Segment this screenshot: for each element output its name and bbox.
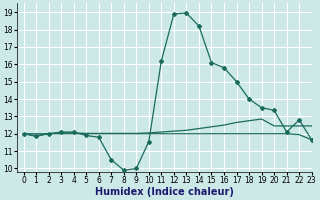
X-axis label: Humidex (Indice chaleur): Humidex (Indice chaleur) (95, 187, 234, 197)
